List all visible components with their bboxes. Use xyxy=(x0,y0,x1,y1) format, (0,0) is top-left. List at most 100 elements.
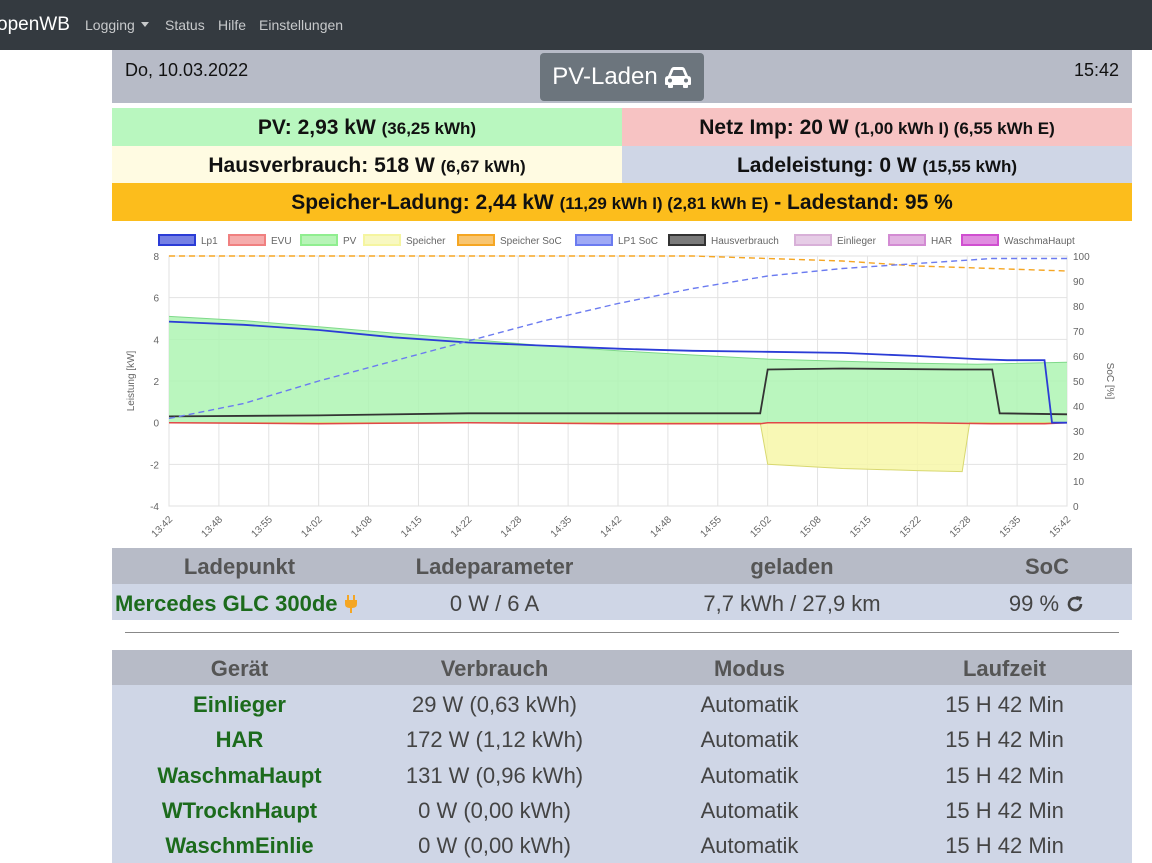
y2-tick-label: 70 xyxy=(1073,327,1085,338)
caret-down-icon xyxy=(140,22,149,27)
device-modus[interactable]: Automatik xyxy=(700,833,799,858)
devices-table-header: Gerät Verbrauch Modus Laufzeit xyxy=(112,650,1132,685)
legend-label: LP1 SoC xyxy=(618,236,658,247)
series-speicher-soc-line xyxy=(169,255,1068,272)
series-lp1-line xyxy=(168,320,1067,424)
y-tick-label: 8 xyxy=(153,252,159,263)
device-name[interactable]: WaschmaHaupt xyxy=(157,763,322,788)
nav-hilfe[interactable]: Hilfe xyxy=(218,17,247,33)
speicher-summary: Speicher-Ladung: 2,44 kW (11,29 kWh I) (… xyxy=(112,183,1132,221)
legend-label: Einlieger xyxy=(837,236,877,247)
y-tick-label: -4 xyxy=(150,502,159,513)
y2-tick-label: 30 xyxy=(1073,427,1085,438)
col-soc: SoC xyxy=(1025,554,1069,579)
series-lp1-soc-line xyxy=(168,257,1067,420)
legend-label: EVU xyxy=(271,236,292,247)
col-modus: Modus xyxy=(714,656,785,681)
x-tick-label: 15:22 xyxy=(898,514,924,540)
legend-label: WaschmaHaupt xyxy=(1004,236,1075,247)
x-tick-label: 15:35 xyxy=(998,514,1024,540)
series-hausverbrauch-line xyxy=(168,367,1068,418)
hausverbrauch-summary: Hausverbrauch: 518 W (6,67 kWh) xyxy=(112,146,622,184)
legend-label: Hausverbrauch xyxy=(711,236,779,247)
device-laufzeit: 15 H 42 Min xyxy=(945,763,1064,788)
x-tick-label: 15:15 xyxy=(848,514,874,540)
nav-status[interactable]: Status xyxy=(165,17,205,33)
device-name[interactable]: WaschmEinlie xyxy=(165,833,314,858)
time-label: 15:42 xyxy=(1073,60,1119,80)
ladepunkt-name[interactable]: Mercedes GLC 300de xyxy=(115,591,365,617)
mode-button[interactable]: PV-Laden xyxy=(540,53,704,101)
x-tick-label: 14:28 xyxy=(499,514,525,540)
y2-tick-label: 90 xyxy=(1073,277,1085,288)
legend-swatch xyxy=(794,234,832,246)
legend-swatch xyxy=(668,234,706,246)
x-tick-label: 14:48 xyxy=(649,514,675,540)
legend-swatch xyxy=(575,234,613,246)
x-tick-label: 13:55 xyxy=(249,514,275,540)
legend-label: Speicher SoC xyxy=(500,236,562,247)
device-modus[interactable]: Automatik xyxy=(700,692,799,717)
plug-icon xyxy=(344,595,357,613)
y-tick-label: -2 xyxy=(150,460,159,471)
series-pv-line xyxy=(168,315,1068,365)
legend-swatch xyxy=(158,234,196,246)
device-name[interactable]: HAR xyxy=(215,727,264,752)
col-ladepunkt: Ladepunkt xyxy=(183,554,296,579)
x-tick-label: 14:42 xyxy=(599,514,625,540)
y2-tick-label: 60 xyxy=(1073,352,1085,363)
y2-tick-label: 100 xyxy=(1073,252,1090,263)
legend-swatch xyxy=(961,234,999,246)
ladeparameter-value: 0 W / 6 A xyxy=(449,591,540,616)
ladeleistung-summary: Ladeleistung: 0 W (15,55 kWh) xyxy=(622,146,1132,184)
device-modus[interactable]: Automatik xyxy=(700,763,799,788)
ladepunkt-table-header: Ladepunkt Ladeparameter geladen SoC xyxy=(112,548,1132,584)
table-row: Mercedes GLC 300de 0 W / 6 A 7,7 kWh / 2… xyxy=(112,584,1132,620)
device-verbrauch: 0 W (0,00 kWh) xyxy=(418,798,571,823)
y2-tick-label: 0 xyxy=(1073,502,1079,513)
nav-logging[interactable]: Logging xyxy=(85,17,149,33)
legend-label: Speicher xyxy=(406,236,446,247)
x-tick-label: 15:42 xyxy=(1048,514,1074,540)
x-tick-label: 14:15 xyxy=(399,514,425,540)
legend-label: Lp1 xyxy=(201,236,218,247)
device-laufzeit: 15 H 42 Min xyxy=(945,692,1064,717)
device-modus[interactable]: Automatik xyxy=(700,727,799,752)
series-evu-line xyxy=(168,421,1068,425)
x-tick-label: 14:22 xyxy=(449,514,475,540)
device-laufzeit: 15 H 42 Min xyxy=(945,833,1064,858)
device-laufzeit: 15 H 42 Min xyxy=(945,727,1064,752)
col-geraet: Gerät xyxy=(210,656,269,681)
car-icon xyxy=(664,67,691,88)
y-tick-label: 0 xyxy=(153,419,159,430)
x-tick-label: 14:55 xyxy=(698,514,724,540)
y-tick-label: 6 xyxy=(153,294,159,305)
legend-label: HAR xyxy=(931,236,952,247)
x-tick-label: 14:35 xyxy=(549,514,575,540)
series-speicher-area xyxy=(169,422,1067,472)
device-verbrauch: 29 W (0,63 kWh) xyxy=(411,692,578,717)
y-tick-label: 4 xyxy=(153,335,159,346)
y2-tick-label: 40 xyxy=(1073,402,1085,413)
nav-einstellungen[interactable]: Einstellungen xyxy=(259,17,344,33)
soc-value: 99 % xyxy=(977,591,1117,617)
device-verbrauch: 172 W (1,12 kWh) xyxy=(405,727,584,752)
col-laufzeit: Laufzeit xyxy=(962,656,1047,681)
y2-tick-label: 50 xyxy=(1073,377,1085,388)
x-tick-label: 14:02 xyxy=(299,514,325,540)
series-speicher-line xyxy=(169,422,1067,473)
navbar: openWB Logging Status Hilfe Einstellunge… xyxy=(0,0,1152,50)
device-name[interactable]: WTrocknHaupt xyxy=(161,798,318,823)
device-modus[interactable]: Automatik xyxy=(700,798,799,823)
legend-swatch xyxy=(888,234,926,246)
refresh-icon[interactable] xyxy=(1065,594,1085,614)
legend-swatch xyxy=(457,234,495,246)
legend-swatch xyxy=(363,234,401,246)
device-name[interactable]: Einlieger xyxy=(193,692,286,717)
legend-swatch xyxy=(300,234,338,246)
geladen-value: 7,7 kWh / 27,9 km xyxy=(703,591,881,616)
brand-logo[interactable]: openWB xyxy=(0,14,70,35)
col-verbrauch: Verbrauch xyxy=(440,656,549,681)
col-ladeparameter: Ladeparameter xyxy=(415,554,574,579)
